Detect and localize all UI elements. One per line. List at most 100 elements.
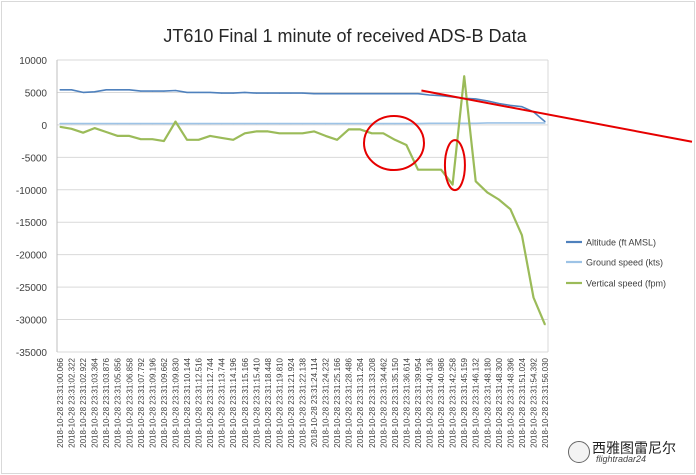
data-point: [359, 93, 361, 95]
data-point: [105, 122, 107, 125]
data-point: [371, 93, 373, 95]
data-point: [278, 92, 281, 94]
data-point: [394, 139, 396, 141]
data-point: [221, 92, 223, 94]
x-tick-label: 2018-10-28 23:31:05.856: [114, 357, 123, 447]
data-point: [105, 89, 107, 91]
data-point: [209, 135, 211, 137]
data-point: [405, 144, 408, 146]
x-tick-label: 2018-10-28 23:31:12.516: [195, 357, 204, 447]
data-point: [521, 122, 523, 124]
annotation-trend-line: [421, 89, 693, 143]
data-point: [174, 121, 177, 123]
data-point: [428, 122, 431, 124]
legend-label: Altitude (ft AMSL): [586, 238, 656, 248]
data-point: [278, 132, 281, 134]
data-point: [221, 122, 223, 125]
watermark-brand: flightradar24: [596, 454, 647, 464]
x-tick-label: 2018-10-28 23:31:02.922: [79, 357, 88, 447]
x-tick-label: 2018-10-28 23:31:19.810: [275, 357, 284, 447]
watermark: 西雅图雷尼尔 flightradar24: [568, 438, 688, 468]
data-point: [232, 139, 234, 141]
data-point: [117, 89, 119, 91]
x-tick-label: 2018-10-28 23:31:24.232: [322, 357, 331, 447]
data-point: [70, 128, 73, 130]
data-point: [417, 169, 419, 171]
data-point: [313, 130, 315, 132]
x-tick-label: 2018-10-28 23:31:51.024: [518, 357, 527, 447]
x-tick-label: 2018-10-28 23:31:03.364: [91, 357, 100, 447]
data-point: [290, 92, 292, 94]
x-tick-label: 2018-10-28 23:31:21.924: [287, 357, 296, 447]
data-point: [94, 127, 96, 129]
data-point: [70, 122, 73, 125]
data-point: [278, 122, 281, 125]
data-point: [255, 122, 257, 125]
data-point: [186, 91, 188, 94]
data-point: [452, 122, 454, 124]
data-point: [94, 122, 96, 125]
data-point: [348, 93, 350, 95]
data-point: [301, 92, 304, 94]
data-point: [59, 126, 61, 128]
data-point: [82, 132, 84, 134]
data-point: [255, 92, 257, 94]
data-point: [486, 191, 488, 193]
y-tick-label: -25000: [16, 283, 48, 294]
data-point: [290, 122, 292, 125]
data-point: [532, 296, 535, 299]
data-point: [440, 95, 442, 97]
data-point: [463, 122, 465, 124]
data-point: [394, 122, 396, 125]
y-tick-label: 10000: [19, 56, 47, 67]
x-tick-label: 2018-10-28 23:31:10.144: [183, 357, 192, 447]
x-tick-label: 2018-10-28 23:31:14.196: [229, 357, 238, 447]
data-point: [128, 89, 130, 91]
data-point: [359, 128, 361, 131]
data-point: [174, 89, 177, 92]
data-point: [244, 122, 246, 125]
data-point: [509, 122, 511, 124]
x-tick-label: 2018-10-28 23:31:09.196: [148, 357, 157, 447]
data-point: [521, 106, 523, 108]
x-tick-label: 2018-10-28 23:31:09.830: [171, 357, 180, 447]
data-point: [59, 89, 61, 91]
x-tick-label: 2018-10-28 23:31:28.486: [345, 357, 354, 447]
x-tick-label: 2018-10-28 23:31:39.954: [414, 357, 423, 447]
data-point: [140, 90, 142, 92]
series-line: [60, 89, 546, 123]
data-point: [313, 93, 315, 95]
data-point: [544, 122, 546, 124]
data-point: [509, 208, 511, 210]
data-point: [163, 140, 165, 142]
data-point: [486, 122, 488, 124]
data-point: [544, 121, 546, 123]
x-tick-label: 2018-10-28 23:31:31.264: [356, 357, 365, 447]
data-point: [267, 122, 269, 125]
x-tick-label: 2018-10-28 23:31:45.159: [460, 357, 469, 447]
x-tick-label: 2018-10-28 23:31:07.792: [137, 357, 146, 447]
data-point: [405, 93, 408, 95]
data-point: [197, 139, 200, 141]
data-point: [82, 91, 84, 94]
data-point: [163, 90, 165, 92]
data-point: [336, 122, 338, 125]
data-point: [417, 122, 419, 125]
data-point: [232, 92, 234, 94]
data-point: [475, 122, 477, 124]
data-point: [163, 122, 165, 125]
legend-label: Ground speed (kts): [586, 258, 663, 268]
legend-label: Vertical speed (fpm): [586, 279, 666, 289]
x-tick-label: 2018-10-28 23:31:02.322: [68, 357, 77, 447]
data-point: [324, 122, 327, 125]
data-point: [232, 122, 234, 125]
data-point: [348, 122, 350, 125]
data-point: [509, 104, 511, 107]
data-point: [521, 234, 523, 236]
data-point: [209, 122, 211, 125]
data-point: [59, 122, 61, 125]
data-point: [140, 138, 142, 140]
x-tick-label: 2018-10-28 23:31:00.066: [56, 357, 65, 447]
